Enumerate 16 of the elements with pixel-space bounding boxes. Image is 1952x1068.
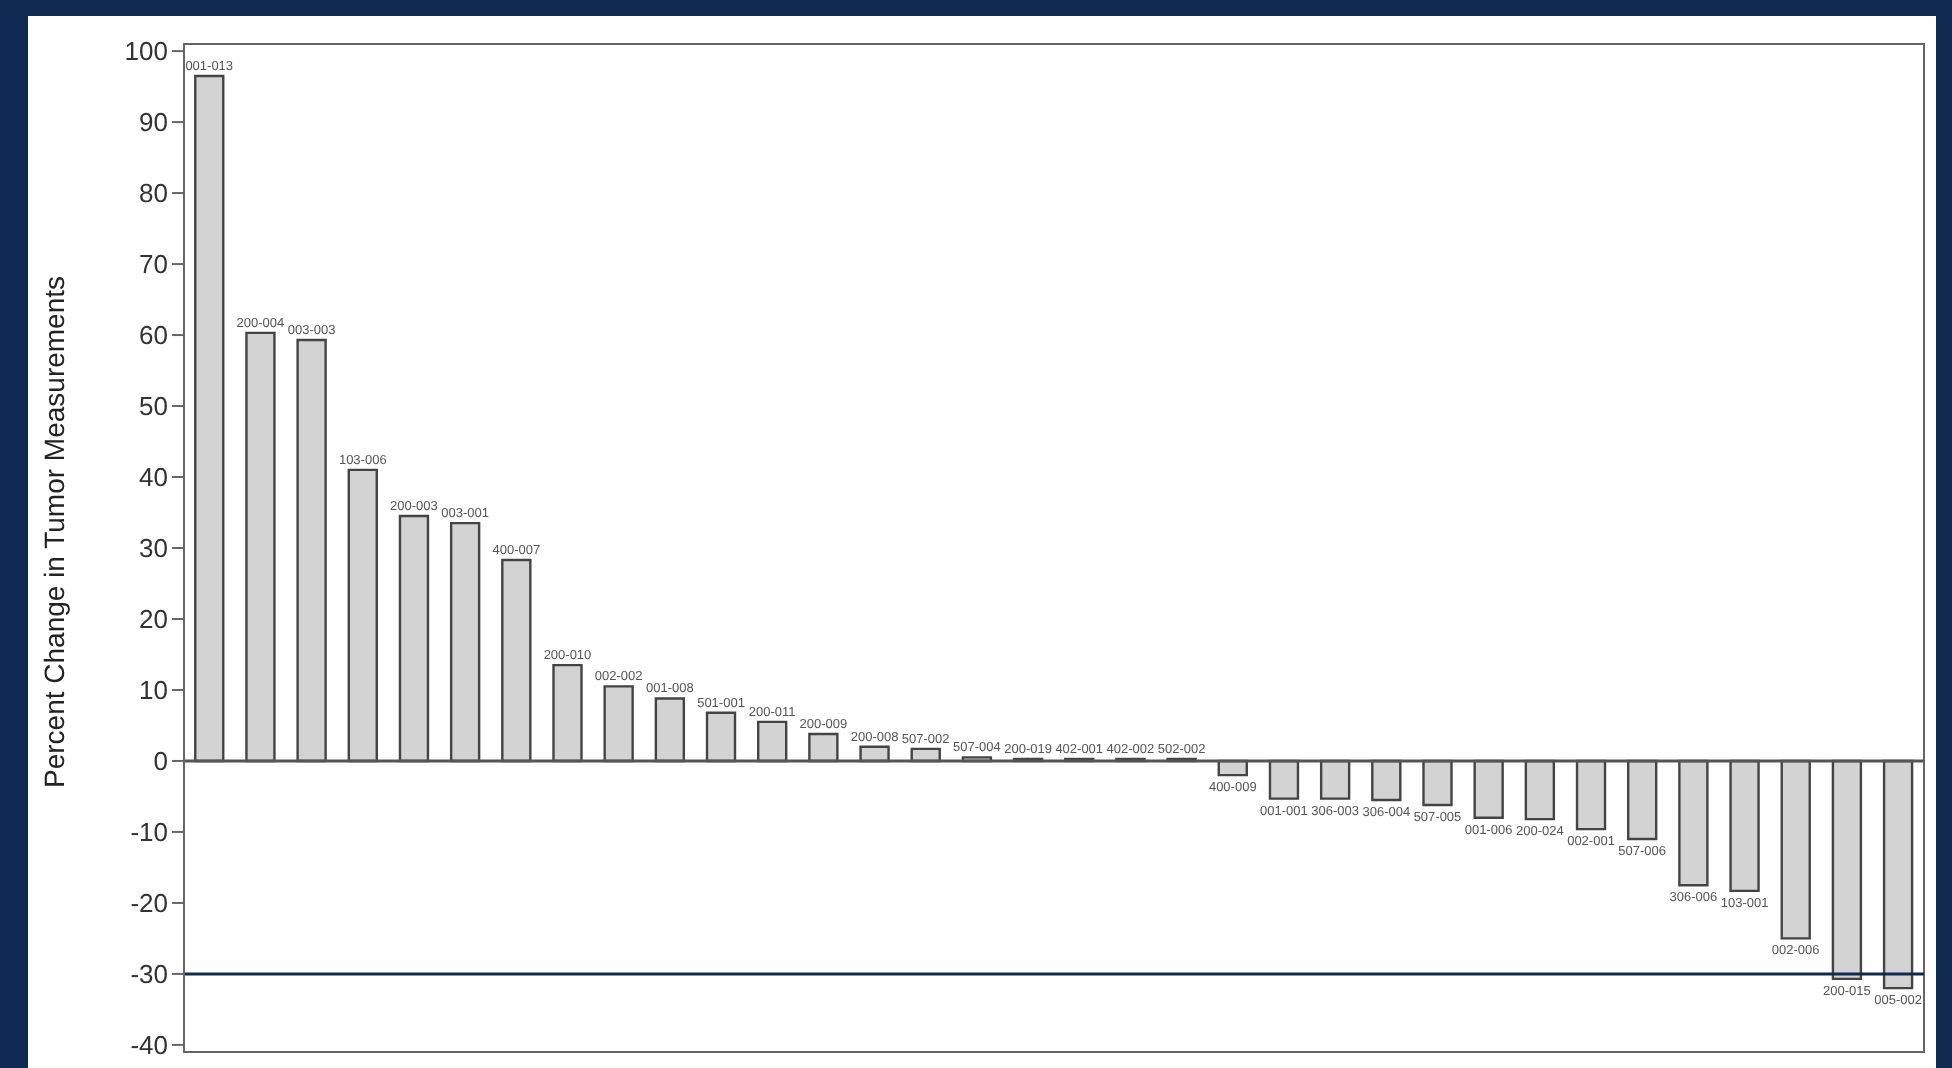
y-tick-label: 10 xyxy=(139,675,168,706)
y-tick-label: 90 xyxy=(139,107,168,138)
y-tick-label: 30 xyxy=(139,533,168,564)
y-tick-label: 100 xyxy=(124,36,168,67)
y-tick-label: 60 xyxy=(139,320,168,351)
y-tick-label: 20 xyxy=(139,604,168,635)
y-axis-title: Percent Change in Tumor Measurements xyxy=(37,275,70,788)
y-tick-label: 80 xyxy=(139,178,168,209)
y-tick-label: 0 xyxy=(153,746,168,777)
y-tick-label: 50 xyxy=(139,391,168,422)
y-tick-label: -10 xyxy=(130,817,168,848)
y-tick-label: 70 xyxy=(139,249,168,280)
y-tick-label: 40 xyxy=(139,462,168,493)
y-tick-label: -40 xyxy=(130,1030,168,1061)
y-tick-label: -30 xyxy=(130,959,168,990)
y-tick-label: -20 xyxy=(130,888,168,919)
